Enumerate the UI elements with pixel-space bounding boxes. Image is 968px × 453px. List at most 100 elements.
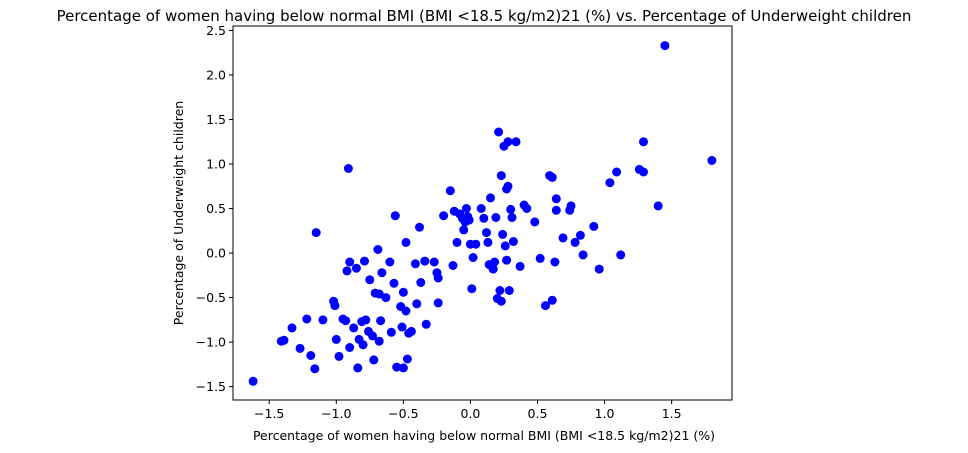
data-point bbox=[345, 257, 355, 267]
data-point bbox=[421, 319, 431, 329]
data-point bbox=[279, 335, 289, 345]
x-tick-label: 0.5 bbox=[528, 406, 548, 421]
data-point bbox=[496, 296, 506, 306]
data-point bbox=[448, 261, 458, 270]
data-point bbox=[558, 233, 568, 243]
data-point bbox=[358, 340, 368, 350]
y-tick-label: −1.0 bbox=[196, 335, 226, 350]
data-point bbox=[612, 167, 622, 177]
data-point bbox=[500, 241, 510, 251]
data-point bbox=[707, 156, 717, 165]
data-point bbox=[361, 315, 371, 325]
data-point bbox=[660, 41, 670, 51]
data-point bbox=[459, 225, 469, 235]
data-point bbox=[385, 257, 395, 267]
y-tick-label: 2.5 bbox=[206, 23, 226, 38]
data-point bbox=[334, 351, 344, 361]
y-tick-label: 0.0 bbox=[206, 246, 226, 261]
data-point bbox=[541, 301, 550, 311]
data-point bbox=[496, 171, 506, 181]
data-point bbox=[639, 167, 648, 177]
data-point bbox=[386, 327, 396, 337]
data-point bbox=[345, 343, 355, 352]
data-point bbox=[406, 326, 416, 336]
data-point bbox=[445, 186, 455, 196]
data-point bbox=[616, 250, 626, 260]
data-point bbox=[479, 213, 489, 223]
data-point bbox=[295, 343, 305, 353]
x-axis-ticks: −1.5 −1.0 −0.5 0.0 0.5 1.0 1.5 bbox=[254, 400, 682, 421]
data-point bbox=[575, 230, 585, 240]
y-tick-label: 1.5 bbox=[206, 112, 226, 127]
data-point bbox=[412, 299, 422, 309]
data-point bbox=[389, 278, 399, 288]
data-point bbox=[397, 322, 407, 332]
data-point bbox=[311, 228, 321, 238]
data-point bbox=[377, 268, 387, 278]
data-point bbox=[578, 250, 588, 260]
data-point bbox=[503, 181, 513, 191]
data-point bbox=[488, 264, 498, 274]
data-point bbox=[392, 362, 402, 372]
data-point bbox=[639, 137, 648, 147]
data-point bbox=[369, 355, 379, 365]
data-point bbox=[360, 256, 369, 266]
data-point bbox=[522, 204, 532, 213]
data-point bbox=[495, 286, 505, 295]
data-point bbox=[506, 204, 516, 214]
data-point bbox=[566, 201, 576, 211]
data-point bbox=[452, 237, 462, 247]
data-point bbox=[410, 259, 420, 269]
data-point bbox=[353, 363, 363, 373]
data-point bbox=[503, 137, 513, 147]
data-point bbox=[415, 222, 424, 232]
data-point bbox=[368, 331, 377, 341]
y-tick-label: −1.5 bbox=[196, 379, 226, 394]
data-point bbox=[570, 237, 580, 247]
data-points bbox=[248, 41, 717, 386]
data-point bbox=[373, 245, 383, 254]
data-point bbox=[550, 257, 560, 267]
data-point bbox=[508, 237, 518, 246]
data-point bbox=[547, 295, 557, 305]
data-point bbox=[490, 257, 500, 267]
data-point bbox=[498, 229, 508, 239]
x-tick-label: −0.5 bbox=[388, 406, 418, 421]
x-tick-label: 0.0 bbox=[460, 406, 480, 421]
data-point bbox=[331, 334, 341, 344]
data-point bbox=[467, 284, 477, 294]
data-point bbox=[374, 289, 384, 299]
data-point bbox=[530, 217, 540, 227]
data-point bbox=[416, 278, 426, 287]
data-point bbox=[507, 213, 517, 222]
data-point bbox=[483, 237, 493, 247]
x-tick-label: 1.0 bbox=[595, 406, 615, 421]
data-point bbox=[374, 336, 384, 346]
data-point bbox=[381, 293, 391, 303]
y-tick-label: 0.5 bbox=[206, 201, 226, 216]
data-point bbox=[310, 364, 320, 374]
data-point bbox=[494, 127, 504, 137]
data-point bbox=[461, 204, 471, 213]
y-axis-label: Percentage of Underweight children bbox=[171, 101, 186, 325]
data-point bbox=[401, 306, 411, 316]
data-point bbox=[653, 201, 663, 211]
y-tick-label: 1.0 bbox=[206, 157, 226, 172]
data-point bbox=[464, 215, 474, 225]
data-point bbox=[330, 301, 340, 311]
data-point bbox=[365, 275, 375, 285]
data-point bbox=[476, 204, 486, 213]
data-point bbox=[343, 164, 353, 173]
data-point bbox=[306, 351, 316, 360]
data-point bbox=[287, 323, 297, 333]
data-point bbox=[486, 193, 495, 203]
data-point bbox=[433, 298, 443, 308]
data-point bbox=[342, 266, 352, 276]
data-point bbox=[341, 316, 351, 326]
data-point bbox=[605, 178, 615, 188]
data-point bbox=[551, 194, 561, 204]
y-axis-ticks: −1.5 −1.0 −0.5 0.0 0.5 1.0 1.5 2.0 2.5 bbox=[196, 23, 233, 394]
data-point bbox=[502, 255, 512, 265]
data-point bbox=[551, 205, 561, 215]
x-tick-label: 1.5 bbox=[662, 406, 682, 421]
